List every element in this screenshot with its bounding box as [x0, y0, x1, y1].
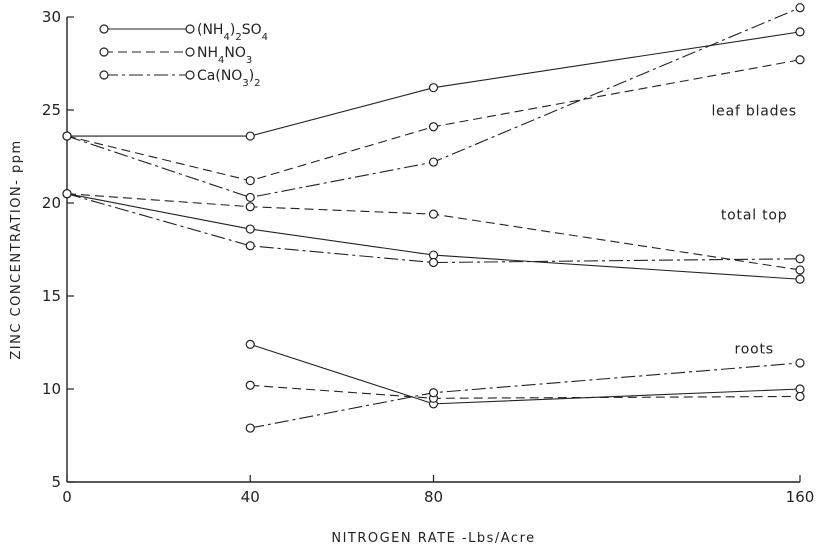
data-point-ammonium_nitrate [428, 122, 439, 132]
data-point-ammonium_nitrate [795, 265, 805, 275]
data-point-calcium_nitrate [428, 157, 439, 167]
data-point-ammonium_sulfate [428, 250, 439, 260]
x-tick-label: 40 [241, 488, 260, 506]
data-point-ammonium_sulfate [245, 339, 255, 349]
y-tick-label: 5 [51, 473, 61, 491]
series-line-calcium_nitrate [250, 362, 801, 429]
data-point-ammonium_nitrate [428, 209, 439, 219]
series-line-ammonium_sulfate [250, 343, 801, 405]
series-line-calcium_nitrate [66, 193, 801, 264]
data-point-calcium_nitrate [245, 192, 255, 203]
series-line-ammonium_sulfate [66, 193, 801, 280]
data-point-ammonium_sulfate [245, 131, 255, 141]
legend-marker-calcium_nitrate [185, 70, 195, 80]
data-point-calcium_nitrate [62, 131, 72, 141]
data-point-ammonium_nitrate [795, 391, 805, 402]
data-point-ammonium_sulfate [428, 83, 439, 93]
series-line-ammonium_nitrate [66, 193, 801, 271]
y-tick-label: 30 [42, 8, 61, 26]
series-line-ammonium_nitrate [250, 384, 801, 399]
x-axis-title: NITROGEN RATE -Lbs/Acre [331, 531, 535, 546]
legend-marker-ammonium_nitrate [185, 47, 195, 57]
data-point-ammonium_nitrate [245, 176, 255, 186]
data-point-calcium_nitrate [62, 189, 72, 199]
series-line-ammonium_sulfate [67, 31, 801, 137]
data-point-ammonium_nitrate [795, 55, 805, 65]
data-point-ammonium_nitrate [245, 202, 255, 212]
annotation-layer: leaf blades total top roots [711, 104, 796, 358]
y-tick-label: 20 [42, 194, 61, 212]
annotation-label: leaf blades [711, 104, 796, 120]
y-tick-label: 25 [42, 101, 61, 119]
y-axis-title: ZINC CONCENTRATION- ppm [9, 139, 24, 359]
data-point-calcium_nitrate [428, 388, 439, 398]
series-line-ammonium_nitrate [66, 59, 801, 182]
data-point-calcium_nitrate [795, 3, 805, 13]
y-tick-label: 15 [42, 287, 61, 305]
data-point-ammonium_sulfate [795, 27, 805, 37]
legend-marker-ammonium_sulfate [185, 24, 195, 34]
data-point-calcium_nitrate [428, 257, 439, 268]
annotation-label: total top [721, 208, 788, 224]
legend-marker-calcium_nitrate [99, 70, 109, 80]
series-layer [62, 3, 805, 433]
legend-marker-ammonium_sulfate [99, 24, 109, 34]
series-line-calcium_nitrate [66, 7, 801, 198]
axes: 5 10 15 20 25 30 0 40 80 160 [42, 8, 814, 506]
data-point-ammonium_sulfate [245, 224, 255, 234]
y-tick-label: 10 [42, 380, 61, 398]
data-point-ammonium_nitrate [245, 380, 255, 390]
data-point-calcium_nitrate [245, 241, 255, 251]
annotation-label: roots [735, 342, 774, 358]
legend-label-ammonium_nitrate: NH4NO3 [197, 45, 252, 66]
legend-label-ammonium_sulfate: (NH4)2SO4 [197, 22, 268, 43]
legend-marker-ammonium_nitrate [99, 47, 109, 57]
x-tick-label: 160 [786, 488, 815, 506]
data-point-calcium_nitrate [795, 358, 805, 368]
x-tick-label: 0 [62, 488, 72, 506]
data-point-calcium_nitrate [795, 254, 805, 264]
x-tick-label: 80 [424, 488, 443, 506]
data-point-calcium_nitrate [245, 423, 255, 433]
data-point-ammonium_sulfate [795, 274, 805, 284]
data-point-ammonium_sulfate [795, 384, 805, 394]
legend-label-calcium_nitrate: Ca(NO3)2 [197, 68, 261, 89]
